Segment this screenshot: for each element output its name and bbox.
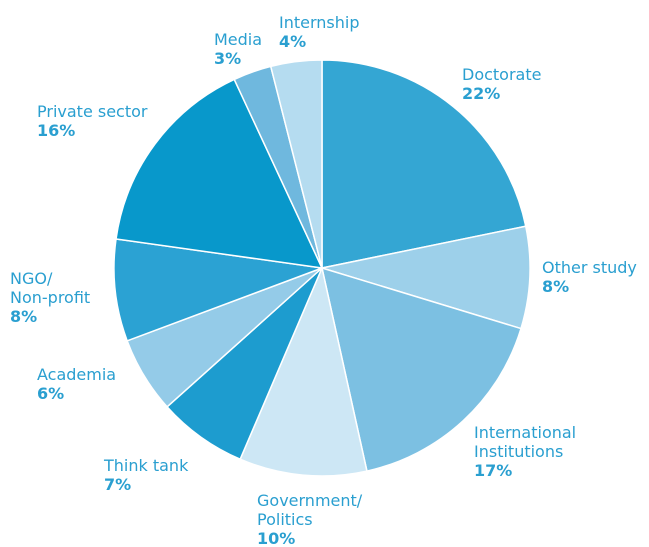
- slice-value-think-tank: 7%: [104, 475, 131, 494]
- slice-label-media: Media: [214, 30, 262, 49]
- slice-label-ngo-non-profit: Non-profit: [10, 288, 90, 307]
- slice-value-ngo-non-profit: 8%: [10, 307, 37, 326]
- slice-label-think-tank: Think tank: [103, 456, 189, 475]
- pie-slice-government-politics: [239, 267, 368, 477]
- slice-value-academia: 6%: [37, 384, 64, 403]
- pie-slice-international-institutions: [321, 267, 522, 472]
- pie-slice-private-sector: [115, 78, 323, 269]
- pie-slices: [113, 59, 531, 477]
- slice-value-internship: 4%: [279, 32, 306, 51]
- slice-value-government-politics: 10%: [257, 529, 295, 547]
- slice-value-international-institutions: 17%: [474, 461, 512, 480]
- slice-label-other-study: Other study: [542, 258, 637, 277]
- slice-value-other-study: 8%: [542, 277, 569, 296]
- slice-value-private-sector: 16%: [37, 121, 75, 140]
- slice-value-media: 3%: [214, 49, 241, 68]
- pie-slice-internship: [270, 59, 323, 269]
- slice-label-international-institutions: Institutions: [474, 442, 563, 461]
- slice-label-doctorate: Doctorate: [462, 65, 541, 84]
- slice-label-government-politics: Government/: [257, 491, 363, 510]
- slice-label-internship: Internship: [279, 13, 360, 32]
- slice-label-international-institutions: International: [474, 423, 576, 442]
- pie-slice-doctorate: [321, 59, 527, 269]
- pie-slice-ngo-non-profit: [113, 238, 323, 342]
- slice-value-doctorate: 22%: [462, 84, 500, 103]
- slice-label-ngo-non-profit: NGO/: [10, 269, 53, 288]
- slice-label-government-politics: Politics: [257, 510, 313, 529]
- pie-slice-other-study: [321, 225, 531, 330]
- slice-label-private-sector: Private sector: [37, 102, 148, 121]
- slice-label-academia: Academia: [37, 365, 116, 384]
